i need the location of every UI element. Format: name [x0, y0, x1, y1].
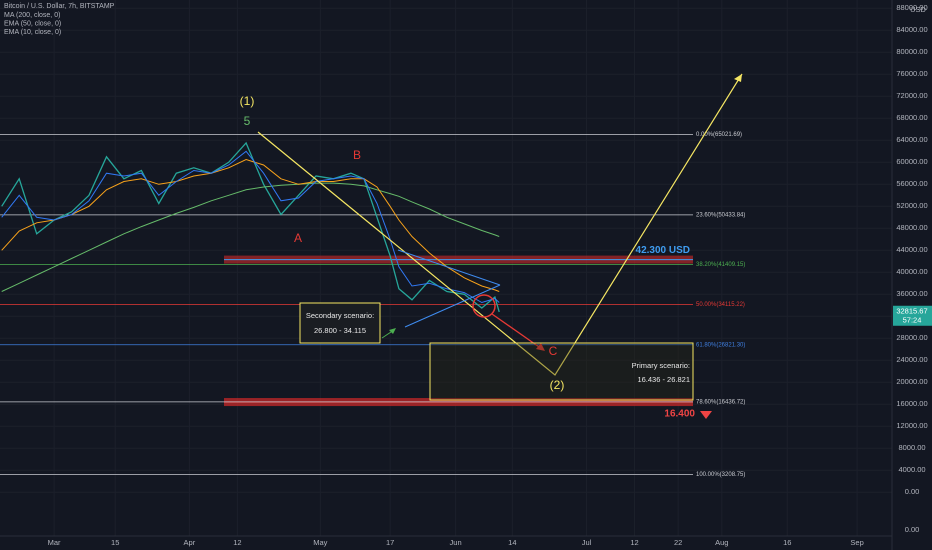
y-tick-label: 52000.00 [896, 201, 927, 210]
x-tick-label: Apr [184, 538, 196, 547]
y-tick-label: 12000.00 [896, 421, 927, 430]
fib-label: 50.00%(34115.22) [696, 302, 745, 308]
wave-label: B [353, 148, 361, 162]
grid-layer [0, 0, 892, 536]
x-tick-label: Mar [48, 538, 61, 547]
y-tick-label: 28000.00 [896, 333, 927, 342]
y-tick-label: 0.00 [905, 525, 920, 534]
y-tick-label: 4000.00 [898, 465, 925, 474]
y-tick-label: 20000.00 [896, 377, 927, 386]
legend-entry: EMA (10, close, 0) [4, 29, 61, 36]
y-tick-label: 80000.00 [896, 47, 927, 56]
highlight-circle [472, 294, 496, 318]
scenario-title: Primary scenario: [632, 361, 690, 370]
y-tick-label: 60000.00 [896, 157, 927, 166]
chart-title: Bitcoin / U.S. Dollar, 7h, BITSTAMP [4, 3, 115, 10]
scenario-range: 16.436 - 26.821 [637, 375, 690, 384]
axis-layer: 88000.00 84000.00 80000.00 76000.00 72000.00… [48, 3, 932, 547]
wave-label: (1) [240, 94, 255, 108]
x-tick-label: 14 [508, 538, 516, 547]
x-tick-label: 16 [783, 538, 791, 547]
wave-label: C [549, 344, 558, 358]
indicator-line [1, 150, 500, 304]
x-tick-label: Jul [582, 538, 592, 547]
x-tick-label: 22 [674, 538, 682, 547]
x-tick-label: 17 [386, 538, 394, 547]
arrow-head [389, 328, 396, 334]
y-tick-label: 64000.00 [896, 135, 927, 144]
y-unit: USD [910, 5, 926, 14]
x-tick-label: May [313, 538, 327, 547]
indicator-line [1, 158, 500, 292]
legend-entry: EMA (50, close, 0) [4, 20, 61, 27]
x-tick-label: Jun [450, 538, 462, 547]
scenario-range: 26.800 - 34.115 [314, 326, 366, 335]
y-tick-label: 44000.00 [896, 245, 927, 254]
y-tick-label: 76000.00 [896, 69, 927, 78]
y-tick-label: 48000.00 [896, 223, 927, 232]
wave-label: A [294, 231, 302, 245]
triangle-line [404, 284, 501, 328]
legend-entry: MA (200, close, 0) [4, 12, 60, 19]
y-tick-label: 8000.00 [898, 443, 925, 452]
legend: MA (200, close, 0)EMA (50, close, 0) EMA … [4, 12, 61, 36]
series-layer [1, 141, 500, 313]
fib-label: 38.20%(41409.15) [696, 262, 745, 268]
y-tick-label: 16000.00 [896, 399, 927, 408]
y-tick-label: 36000.00 [896, 289, 927, 298]
fib-label: 78.60%(16436.72) [696, 399, 745, 405]
y-tick-label: 72000.00 [896, 91, 927, 100]
wave-label: 5 [244, 114, 251, 128]
wave-label: (2) [550, 378, 565, 392]
countdown: 57:24 [903, 316, 922, 325]
fib-label: 23.60%(50433.84) [696, 212, 745, 218]
fib-label: 0.00%(65021.69) [696, 132, 742, 138]
down-arrow [700, 411, 712, 419]
x-tick-label: Aug [715, 538, 728, 547]
fib-label: 100.00%(3208.75) [696, 472, 745, 478]
x-tick-label: 15 [111, 538, 119, 547]
scenario-title: Secondary scenario: [306, 311, 374, 320]
y-tick-label: 40000.00 [896, 267, 927, 276]
level-label: 16.400 [664, 409, 695, 420]
y-tick-label: 24000.00 [896, 355, 927, 364]
y-tick-label: 84000.00 [896, 25, 927, 34]
y-tick-label: 68000.00 [896, 113, 927, 122]
arrow-head [536, 343, 545, 351]
y-tick-label: 0.00 [905, 487, 920, 496]
fib-label: 61.80%(26821.30) [696, 342, 745, 348]
x-tick-label: 12 [233, 538, 241, 547]
x-tick-label: Sep [850, 538, 863, 547]
wave-path [257, 73, 743, 376]
price-tag [893, 305, 932, 326]
x-tick-label: 12 [630, 538, 638, 547]
scenario-box [299, 302, 381, 344]
y-tick-label: 56000.00 [896, 179, 927, 188]
y-tick-label: 88000.00 [896, 3, 927, 12]
triangle-line [397, 249, 501, 286]
level-label: 42.300 USD [636, 245, 690, 256]
scenario-box [429, 342, 694, 401]
arrow-head [734, 74, 742, 82]
price-tag-label: 32815.67 [896, 307, 927, 316]
